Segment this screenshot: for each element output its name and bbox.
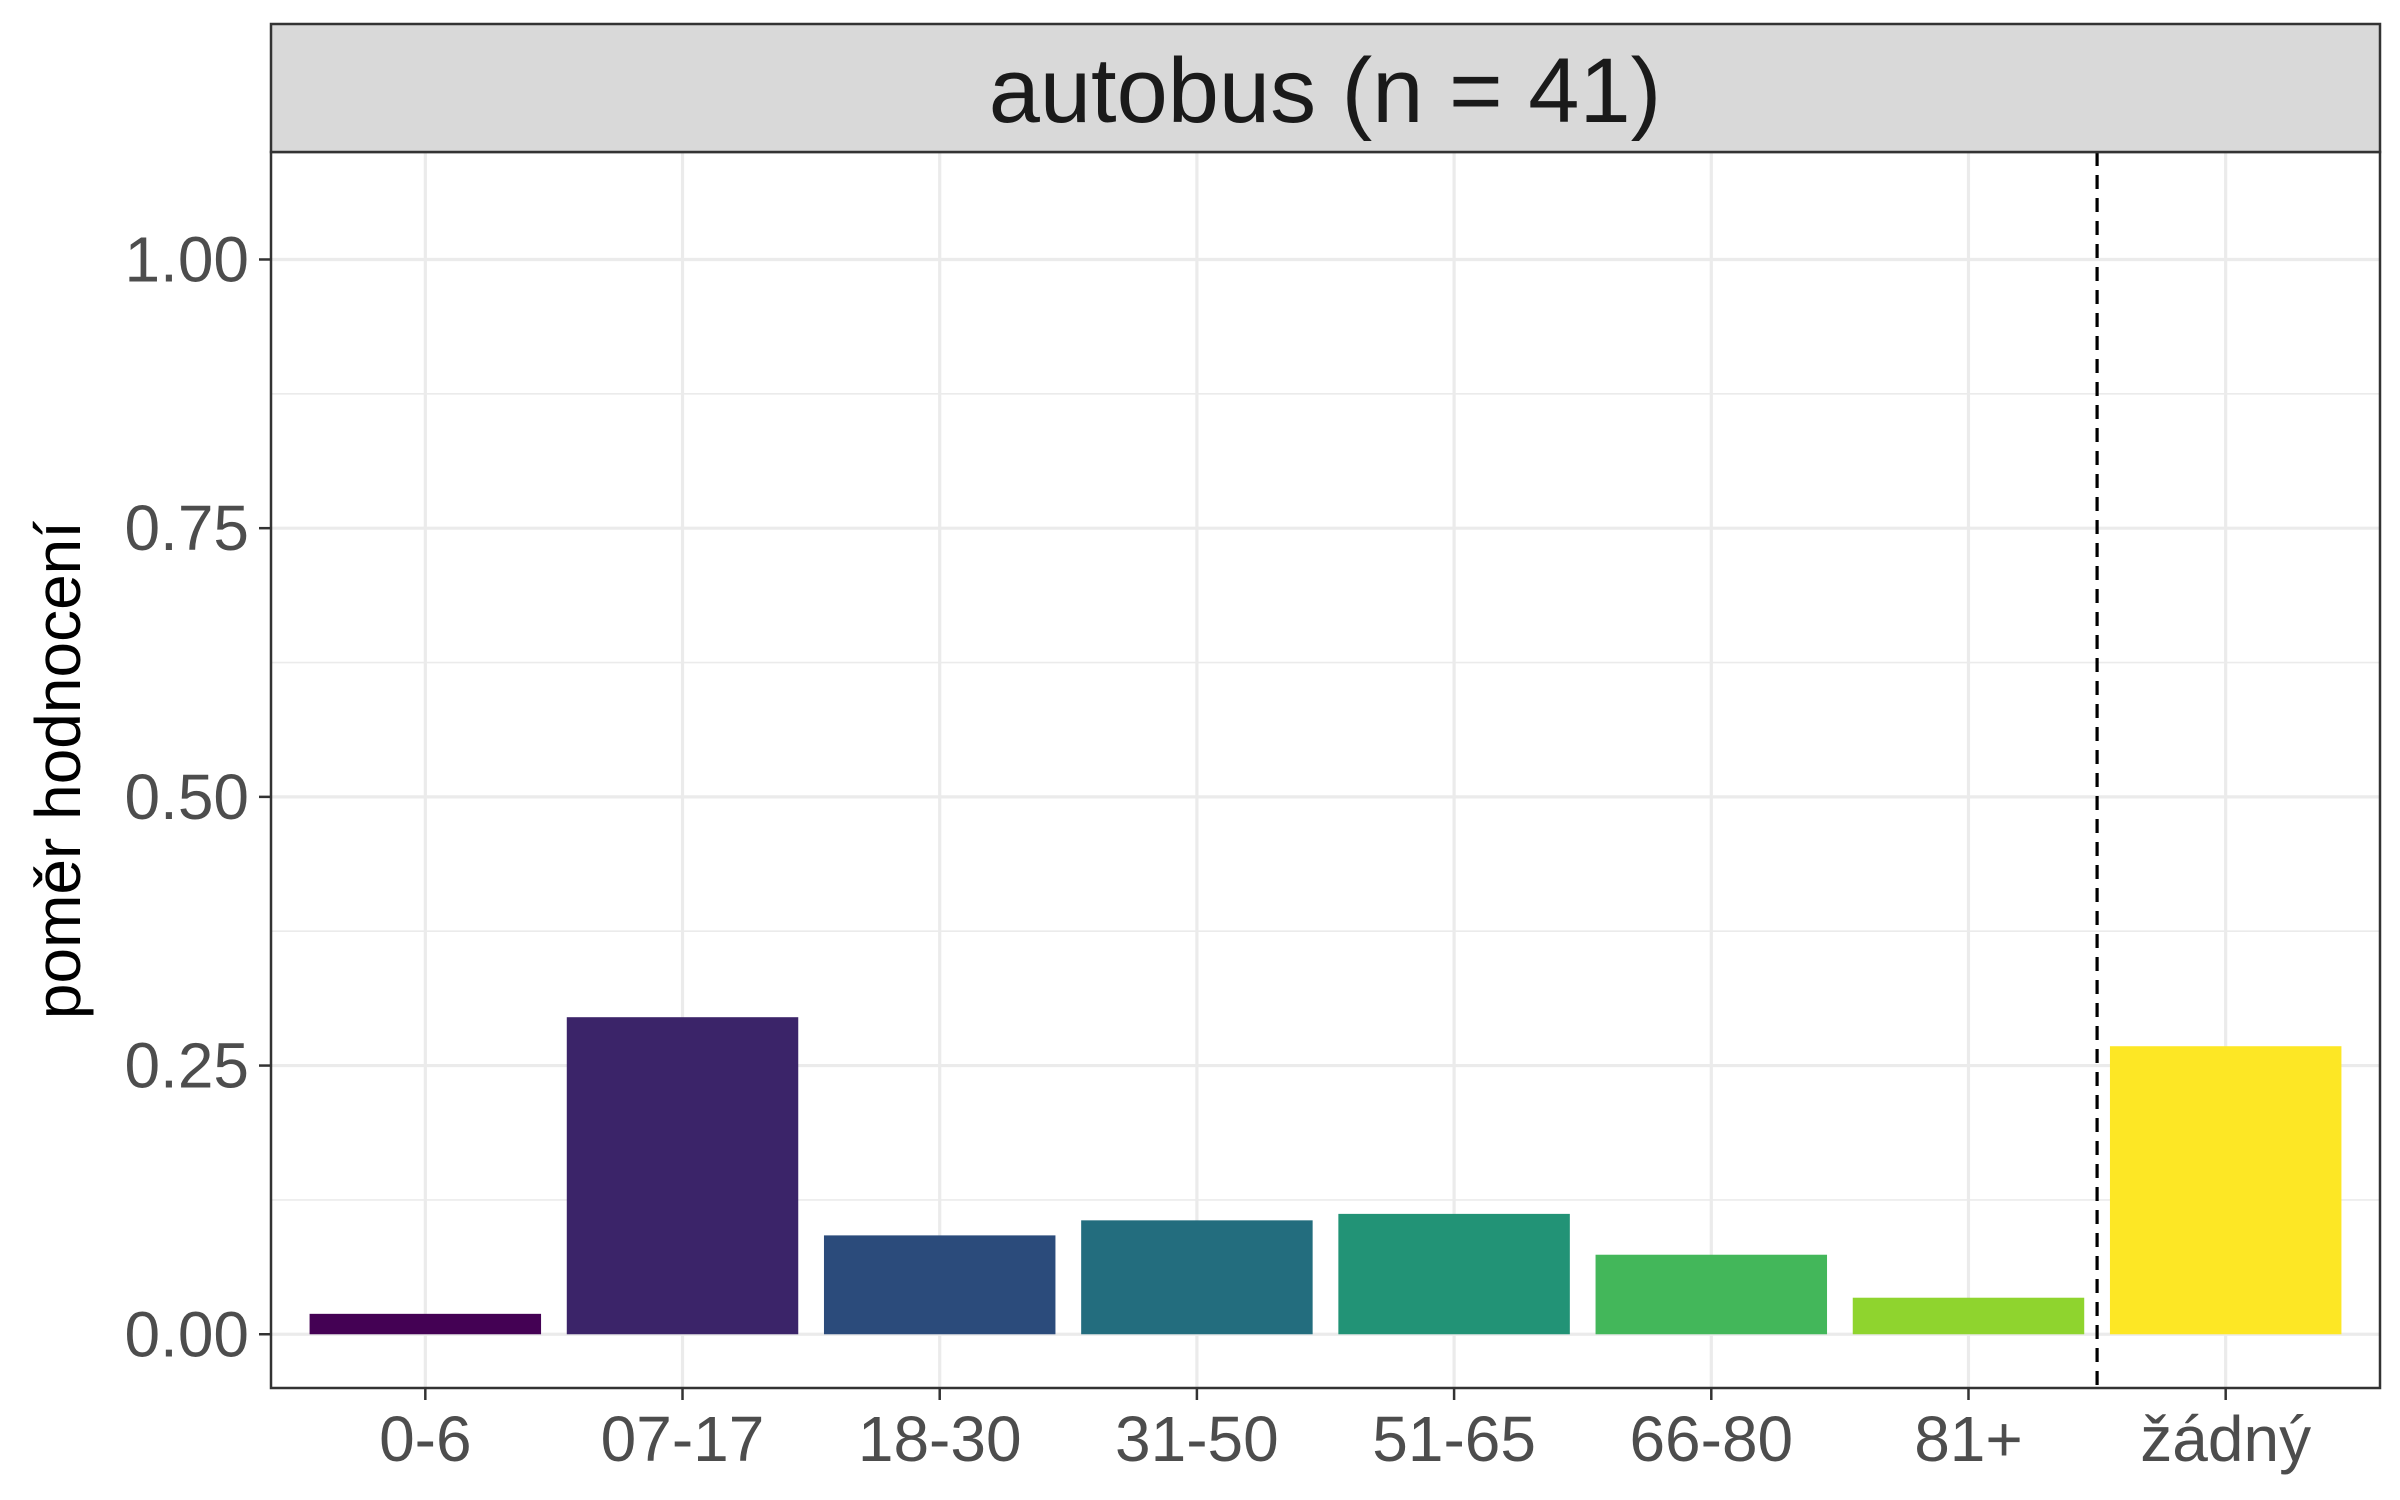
x-tick-label: 51-65: [1372, 1403, 1536, 1475]
x-tick-label: 07-17: [601, 1403, 765, 1475]
y-axis-title: poměr hodnocení: [22, 521, 94, 1019]
y-tick-label: 1.00: [124, 223, 249, 295]
bar-07-17: [566, 1017, 799, 1335]
x-tick-label: 81+: [1914, 1403, 2023, 1475]
y-axis: 0.00 0.25 0.50 0.75 1.00: [124, 223, 271, 1370]
bar-51-65: [1338, 1213, 1570, 1335]
bars: [309, 1017, 2342, 1335]
bar-66-80: [1595, 1254, 1828, 1335]
facet-title: autobus (n = 41): [989, 40, 1662, 142]
bar-18-30: [823, 1235, 1056, 1335]
x-tick-label: 66-80: [1629, 1403, 1793, 1475]
x-tick-label: 18-30: [858, 1403, 1022, 1475]
x-tick-label: 31-50: [1115, 1403, 1279, 1475]
x-tick-label: žádný: [2140, 1403, 2311, 1475]
facet-strip: [269, 22, 2382, 154]
x-axis: 0-6 07-17 18-30 31-50 51-65 66-80 81+ žádný: [379, 1388, 2311, 1475]
y-tick-label: 0.75: [124, 492, 249, 564]
y-tick-label: 0.50: [124, 761, 249, 833]
bar-žádný: [2109, 1046, 2342, 1335]
x-tick-label: 0-6: [379, 1403, 472, 1475]
y-tick-label: 0.25: [124, 1030, 249, 1102]
bar-81+: [1852, 1297, 2085, 1335]
y-tick-label: 0.00: [124, 1298, 249, 1370]
bar-0-6: [309, 1313, 542, 1335]
bar-31-50: [1081, 1220, 1313, 1335]
